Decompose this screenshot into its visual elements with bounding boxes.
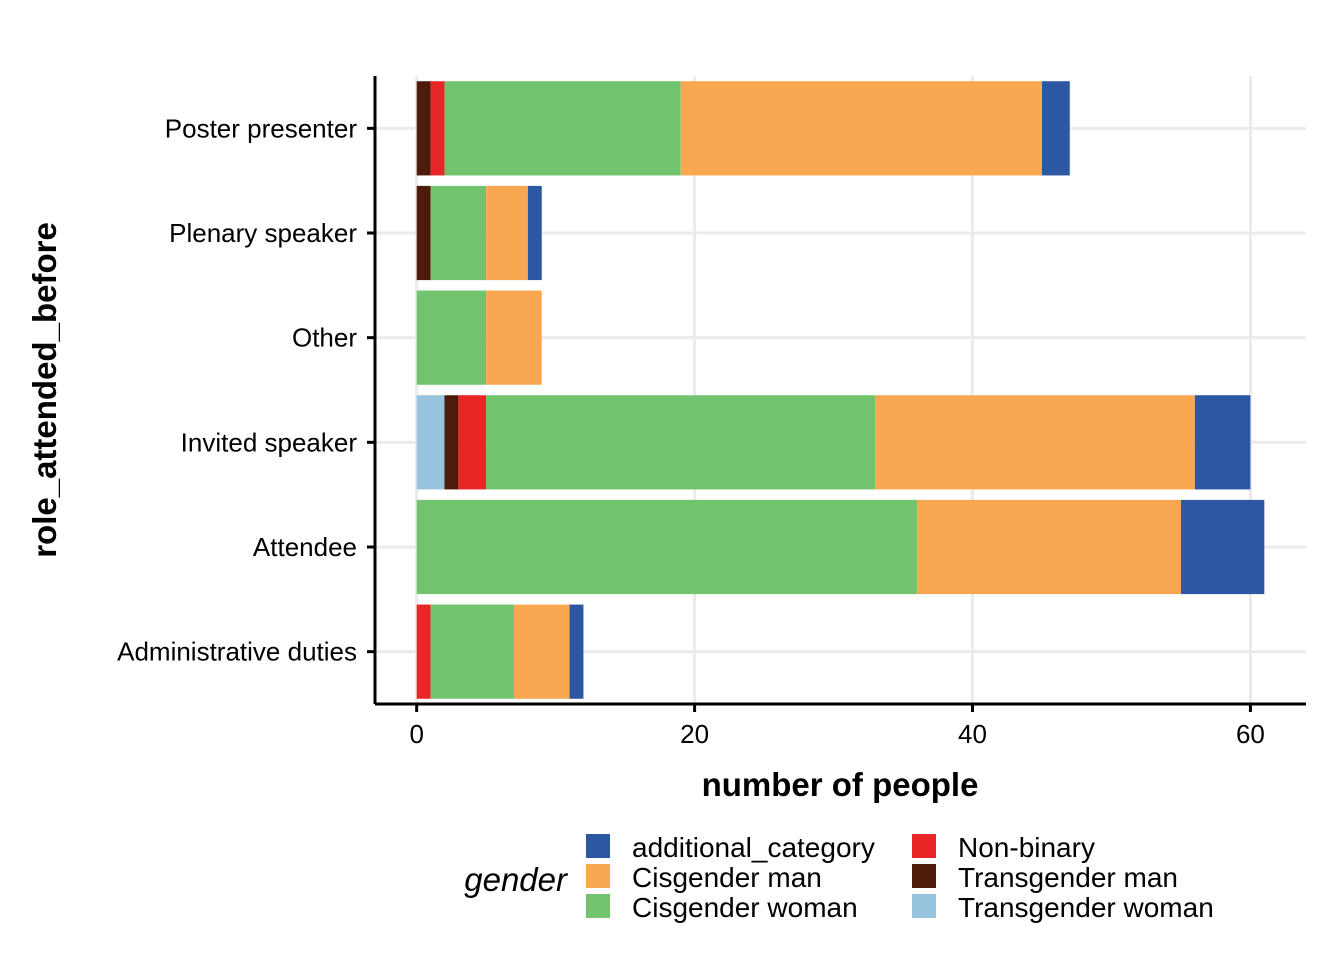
legend-label: Cisgender woman: [632, 892, 858, 923]
legend-label: Cisgender man: [632, 862, 822, 893]
legend-swatch: [586, 864, 610, 888]
ticks: 0 20 40 60 Administrative duties Attendee Invi…: [117, 113, 1265, 749]
y-tick-label: Attendee: [253, 532, 357, 562]
bar-segment: [416, 81, 431, 176]
bar-segment: [1194, 395, 1251, 490]
axes: [373, 76, 1306, 706]
bar-segment: [430, 185, 487, 281]
bar-segment: [416, 290, 487, 385]
legend-label: Transgender man: [958, 862, 1178, 893]
bar-segment: [569, 604, 584, 699]
legend-title: gender: [464, 861, 569, 898]
bar-segment: [430, 81, 445, 176]
bar-segment: [458, 395, 487, 490]
bar-segment: [486, 290, 542, 385]
bar-segment: [527, 185, 542, 281]
bar-segment: [416, 499, 917, 595]
y-tick-label: Administrative duties: [117, 637, 357, 667]
legend-label: Transgender woman: [958, 892, 1214, 923]
legend-label: Non-binary: [958, 832, 1095, 863]
bar-segment: [875, 395, 1195, 490]
bar-segment: [513, 604, 570, 699]
bar-segment: [486, 185, 528, 281]
y-tick-label: Poster presenter: [165, 113, 358, 143]
bars: [416, 81, 1265, 699]
bar-segment: [430, 604, 514, 699]
y-axis-title: role_attended_before: [26, 222, 63, 558]
bar-segment: [416, 395, 445, 490]
legend-swatch: [586, 894, 610, 918]
legend-swatch: [912, 864, 936, 888]
legend-swatch: [912, 894, 936, 918]
bar-segment: [1180, 499, 1265, 595]
bar-segment: [486, 395, 876, 490]
legend-swatch: [586, 834, 610, 858]
legend-label: additional_category: [632, 832, 875, 863]
bar-segment: [416, 604, 431, 699]
bar-segment: [444, 81, 681, 176]
x-tick-label: 60: [1236, 719, 1265, 749]
y-tick-label: Plenary speaker: [169, 218, 357, 248]
x-axis-title: number of people: [702, 766, 979, 803]
x-tick-label: 40: [958, 719, 987, 749]
bar-segment: [1041, 81, 1070, 176]
y-tick-label: Other: [292, 323, 357, 353]
legend-swatch: [912, 834, 936, 858]
x-tick-label: 0: [409, 719, 423, 749]
bar-segment: [916, 499, 1181, 595]
x-tick-label: 20: [680, 719, 709, 749]
bar-segment: [444, 395, 459, 490]
y-tick-label: Invited speaker: [181, 427, 358, 457]
bar-segment: [680, 81, 1042, 176]
bar-segment: [416, 185, 431, 281]
